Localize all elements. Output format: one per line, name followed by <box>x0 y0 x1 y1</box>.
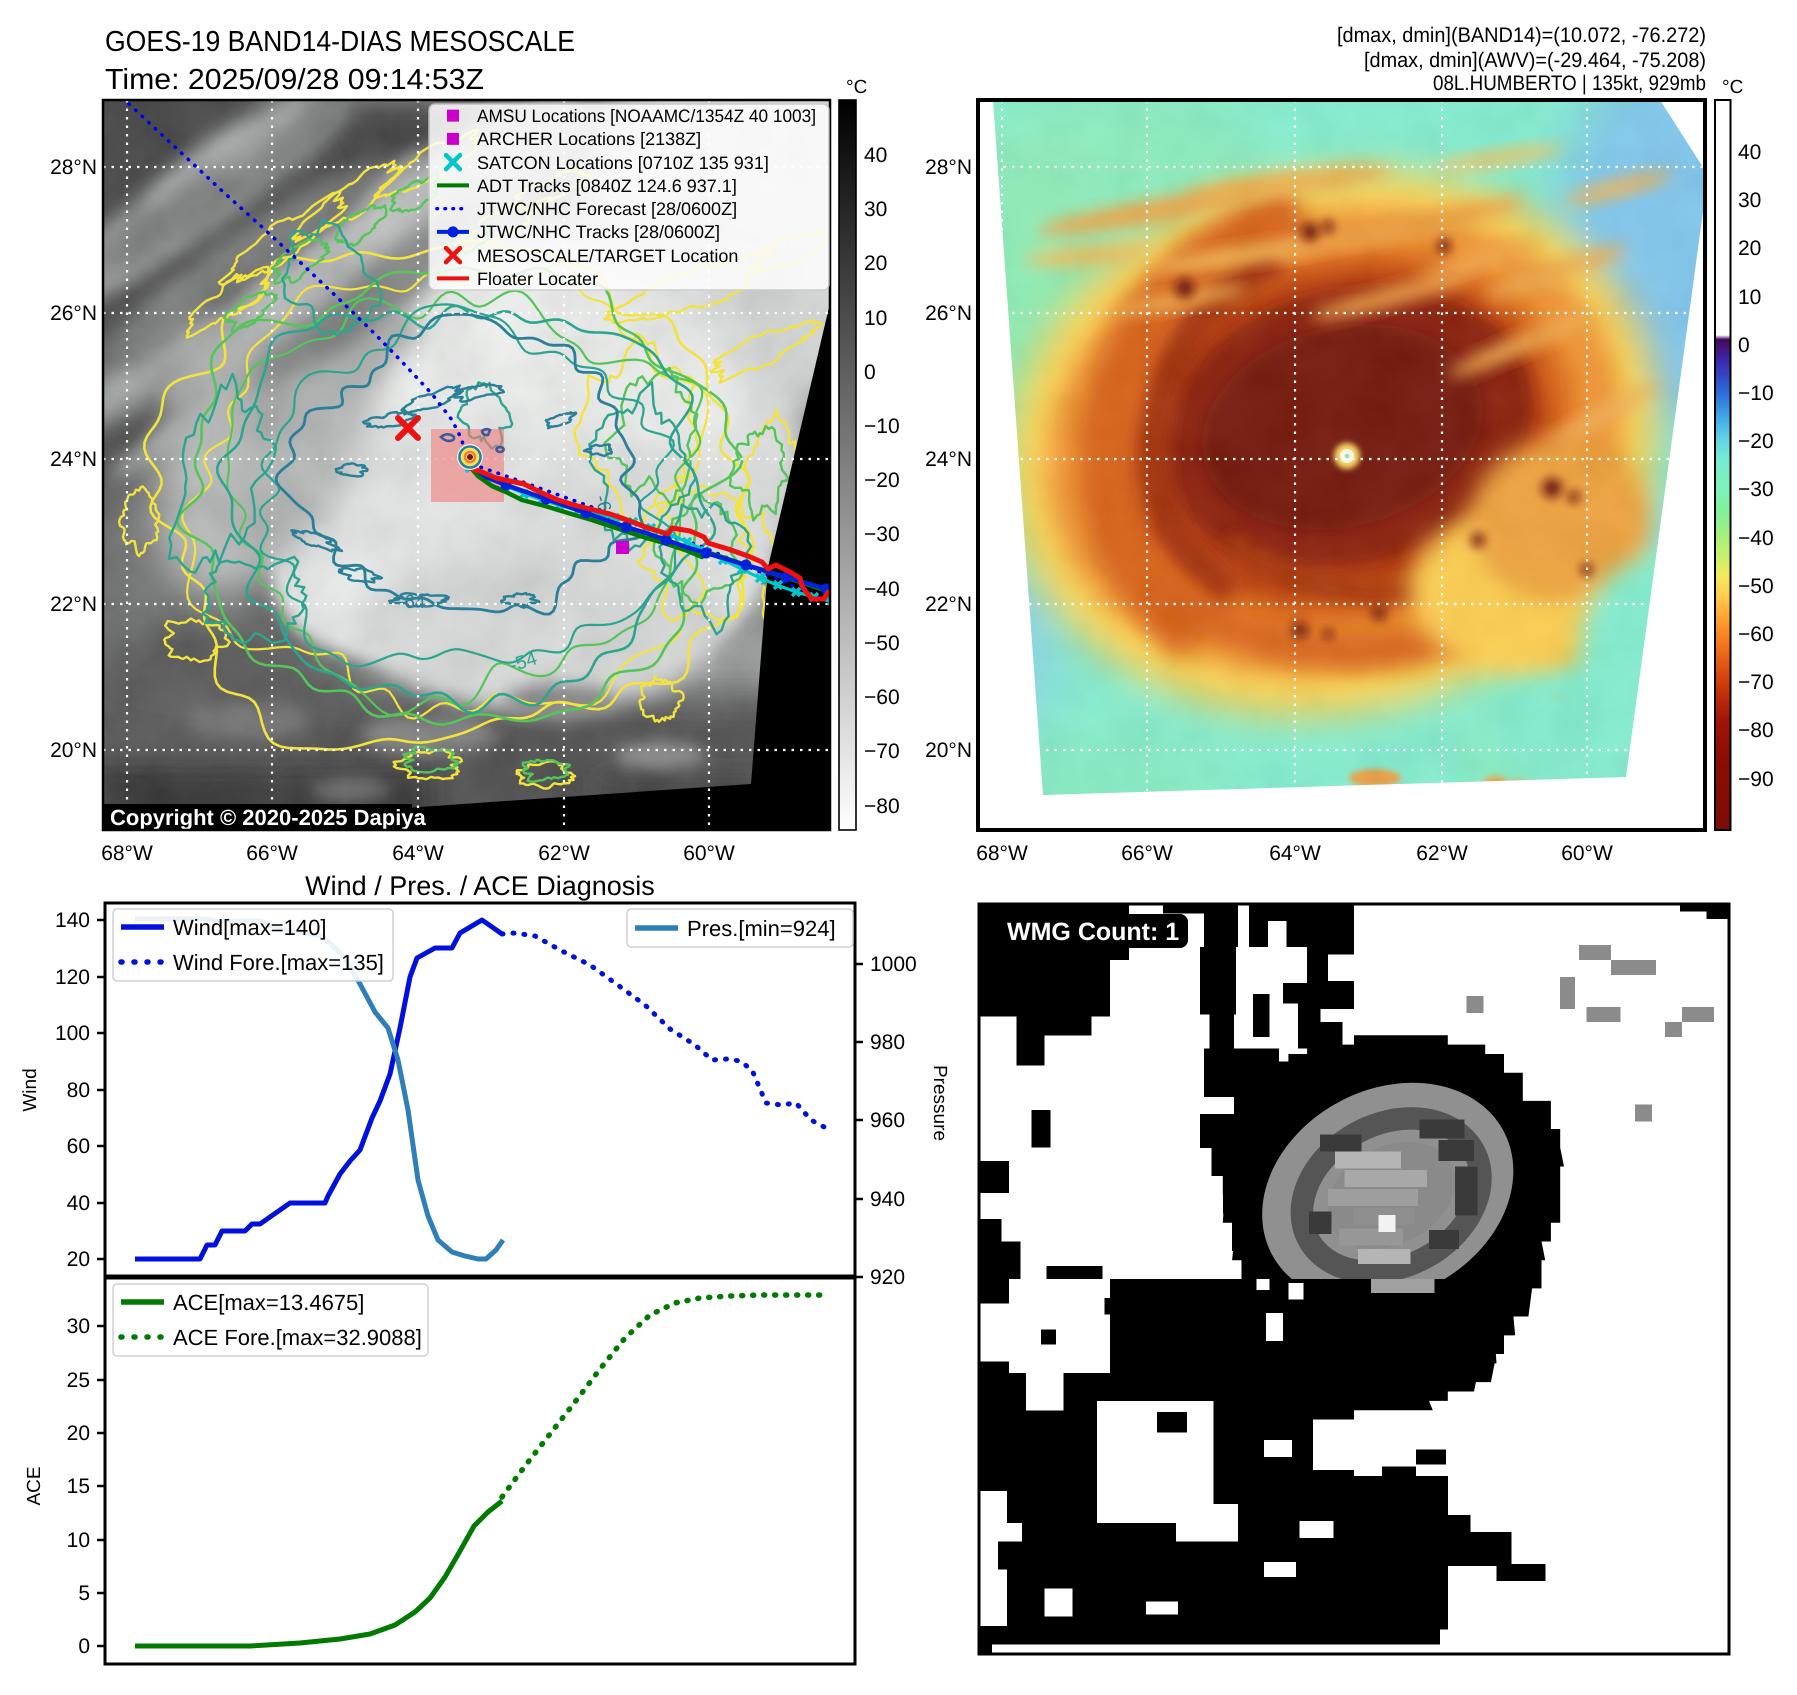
svg-text:Floater Locater: Floater Locater <box>477 269 598 289</box>
svg-text:60°W: 60°W <box>683 842 735 865</box>
svg-text:30: 30 <box>1738 189 1761 212</box>
svg-text:26°N: 26°N <box>50 302 97 325</box>
svg-text:JTWC/NHC Forecast [28/0600Z]: JTWC/NHC Forecast [28/0600Z] <box>477 199 737 219</box>
svg-text:−60: −60 <box>1738 623 1774 646</box>
svg-text:100: 100 <box>55 1022 90 1045</box>
svg-text:120: 120 <box>55 966 90 989</box>
svg-text:ADT Tracks [0840Z 124.6 937.1]: ADT Tracks [0840Z 124.6 937.1] <box>477 176 737 196</box>
svg-text:22°N: 22°N <box>50 593 97 616</box>
svg-text:64°W: 64°W <box>392 842 444 865</box>
svg-text:Wind: Wind <box>20 1068 41 1111</box>
svg-text:22°N: 22°N <box>925 593 972 616</box>
svg-text:60: 60 <box>67 1135 90 1158</box>
svg-text:−20: −20 <box>1738 430 1774 453</box>
svg-text:−40: −40 <box>864 578 900 601</box>
svg-text:MESOSCALE/TARGET Location: MESOSCALE/TARGET Location <box>477 246 738 266</box>
svg-text:−60: −60 <box>864 686 900 709</box>
svg-text:28°N: 28°N <box>50 156 97 179</box>
svg-text:30: 30 <box>864 198 887 221</box>
svg-text:Wind / Pres. / ACE Diagnosis: Wind / Pres. / ACE Diagnosis <box>305 871 655 901</box>
svg-text:5: 5 <box>78 1582 90 1605</box>
svg-text:20: 20 <box>67 1422 90 1445</box>
svg-text:40: 40 <box>864 144 887 167</box>
svg-text:28°N: 28°N <box>925 156 972 179</box>
svg-text:−50: −50 <box>1738 575 1774 598</box>
svg-text:40: 40 <box>1738 141 1761 164</box>
svg-text:−80: −80 <box>864 795 900 818</box>
svg-text:-64: -64 <box>398 592 426 613</box>
svg-text:25: 25 <box>67 1369 90 1392</box>
svg-text:−10: −10 <box>1738 382 1774 405</box>
svg-text:JTWC/NHC Tracks [28/0600Z]: JTWC/NHC Tracks [28/0600Z] <box>477 222 720 242</box>
svg-text:10: 10 <box>1738 286 1761 309</box>
svg-text:Pres.[min=924]: Pres.[min=924] <box>687 916 836 941</box>
svg-text:24°N: 24°N <box>50 448 97 471</box>
svg-text:66°W: 66°W <box>246 842 298 865</box>
svg-text:ACE: ACE <box>24 1466 45 1505</box>
svg-text:62°W: 62°W <box>538 842 590 865</box>
svg-text:°C: °C <box>1722 77 1743 98</box>
svg-text:Time: 2025/09/28 09:14:53Z: Time: 2025/09/28 09:14:53Z <box>105 64 484 96</box>
svg-text:−70: −70 <box>864 740 900 763</box>
svg-text:−30: −30 <box>864 523 900 546</box>
svg-text:ACE Fore.[max=32.9088]: ACE Fore.[max=32.9088] <box>173 1325 422 1350</box>
svg-text:20: 20 <box>1738 237 1761 260</box>
svg-text:−50: −50 <box>864 632 900 655</box>
svg-text:980: 980 <box>870 1031 905 1054</box>
svg-text:20: 20 <box>67 1248 90 1271</box>
svg-text:°C: °C <box>846 77 867 98</box>
svg-text:−40: −40 <box>1738 527 1774 550</box>
svg-text:WMG Count: 1: WMG Count: 1 <box>1007 918 1179 946</box>
svg-text:15: 15 <box>67 1475 90 1498</box>
svg-text:−30: −30 <box>1738 478 1774 501</box>
svg-text:GOES-19 BAND14-DIAS MESOSCALE: GOES-19 BAND14-DIAS MESOSCALE <box>105 26 575 58</box>
svg-text:−70: −70 <box>1738 671 1774 694</box>
svg-text:08L.HUMBERTO | 135kt, 929mb: 08L.HUMBERTO | 135kt, 929mb <box>1433 72 1706 95</box>
svg-text:20°N: 20°N <box>50 739 97 762</box>
svg-text:ACE[max=13.4675]: ACE[max=13.4675] <box>173 1290 364 1315</box>
svg-text:30: 30 <box>67 1315 90 1338</box>
svg-text:−80: −80 <box>1738 719 1774 742</box>
svg-text:Pressure: Pressure <box>929 1065 950 1141</box>
svg-text:Wind[max=140]: Wind[max=140] <box>173 915 326 940</box>
svg-text:24°N: 24°N <box>925 448 972 471</box>
svg-text:SATCON Locations [0710Z 135 93: SATCON Locations [0710Z 135 931] <box>477 153 769 173</box>
svg-text:−10: −10 <box>864 415 900 438</box>
svg-text:40: 40 <box>67 1192 90 1215</box>
svg-text:ARCHER Locations [2138Z]: ARCHER Locations [2138Z] <box>477 129 701 149</box>
svg-text:920: 920 <box>870 1266 905 1289</box>
svg-text:68°W: 68°W <box>101 842 153 865</box>
svg-text:68°W: 68°W <box>976 842 1028 865</box>
svg-text:[dmax, dmin](AWV)=(-29.464, -7: [dmax, dmin](AWV)=(-29.464, -75.208) <box>1364 49 1706 72</box>
svg-text:−90: −90 <box>1738 768 1774 791</box>
svg-text:26°N: 26°N <box>925 302 972 325</box>
svg-text:20: 20 <box>864 252 887 275</box>
svg-text:64°W: 64°W <box>1269 842 1321 865</box>
svg-text:10: 10 <box>864 307 887 330</box>
svg-text:140: 140 <box>55 909 90 932</box>
svg-text:62°W: 62°W <box>1416 842 1468 865</box>
svg-text:940: 940 <box>870 1188 905 1211</box>
svg-text:Copyright © 2020-2025 Dapiya: Copyright © 2020-2025 Dapiya <box>110 805 427 830</box>
svg-text:0: 0 <box>78 1635 90 1658</box>
svg-text:66°W: 66°W <box>1121 842 1173 865</box>
svg-text:80: 80 <box>67 1079 90 1102</box>
svg-text:60°W: 60°W <box>1561 842 1613 865</box>
svg-text:960: 960 <box>870 1109 905 1132</box>
svg-text:1000: 1000 <box>870 953 917 976</box>
svg-text:10: 10 <box>67 1529 90 1552</box>
svg-text:AMSU Locations [NOAAMC/1354Z 4: AMSU Locations [NOAAMC/1354Z 40 1003] <box>477 106 816 126</box>
svg-text:−20: −20 <box>864 469 900 492</box>
svg-text:0: 0 <box>1738 334 1750 357</box>
svg-text:20°N: 20°N <box>925 739 972 762</box>
svg-text:0: 0 <box>864 361 876 384</box>
svg-text:[dmax, dmin](BAND14)=(10.072,: [dmax, dmin](BAND14)=(10.072, -76.272) <box>1337 24 1706 47</box>
svg-text:Wind Fore.[max=135]: Wind Fore.[max=135] <box>173 950 384 975</box>
